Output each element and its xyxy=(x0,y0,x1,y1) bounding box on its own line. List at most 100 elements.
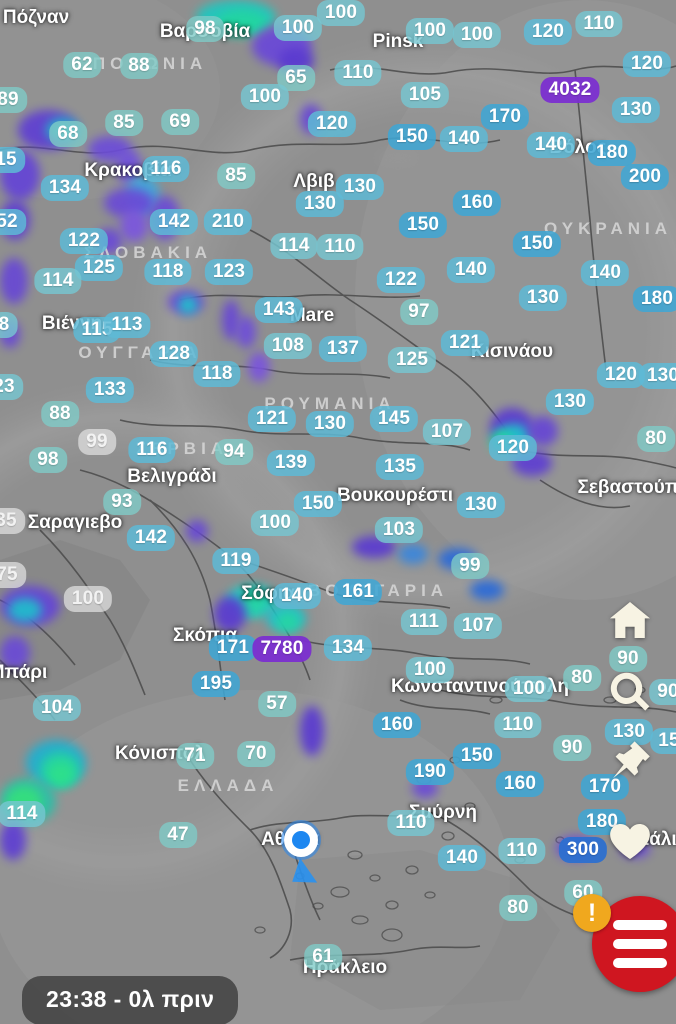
value-badge[interactable]: 47 xyxy=(159,822,197,848)
value-badge[interactable]: 7780 xyxy=(252,636,312,662)
value-badge[interactable]: 93 xyxy=(103,489,141,515)
value-badge[interactable]: 100 xyxy=(250,510,300,536)
value-badge[interactable]: 150 xyxy=(398,212,448,238)
value-badge[interactable]: 68 xyxy=(49,121,87,147)
value-badge[interactable]: 85 xyxy=(217,163,255,189)
value-badge[interactable]: 171 xyxy=(208,635,258,661)
value-badge[interactable]: 300 xyxy=(558,837,608,863)
value-badge[interactable]: 130 xyxy=(295,191,345,217)
value-badge[interactable]: 114 xyxy=(0,801,46,827)
value-badge[interactable]: 161 xyxy=(333,579,383,605)
value-badge[interactable]: 90 xyxy=(553,735,591,761)
value-badge[interactable]: 130 xyxy=(518,285,568,311)
value-badge[interactable]: 130 xyxy=(305,411,355,437)
value-badge[interactable]: 90 xyxy=(609,646,647,672)
value-badge[interactable]: 35 xyxy=(0,508,25,534)
value-badge[interactable]: 114 xyxy=(270,233,318,259)
value-badge[interactable]: 114 xyxy=(34,268,82,294)
value-badge[interactable]: 122 xyxy=(376,267,426,293)
value-badge[interactable]: 105 xyxy=(400,82,450,108)
value-badge[interactable]: 110 xyxy=(387,810,435,836)
value-badge[interactable]: 160 xyxy=(372,712,422,738)
value-badge[interactable]: 121 xyxy=(440,330,490,356)
value-badge[interactable]: 99 xyxy=(78,429,116,455)
value-badge[interactable]: 142 xyxy=(126,525,176,551)
value-badge[interactable]: 130 xyxy=(604,719,654,745)
value-badge[interactable]: 99 xyxy=(451,553,489,579)
value-badge[interactable]: 190 xyxy=(405,759,455,785)
value-badge[interactable]: 134 xyxy=(40,175,90,201)
pin-icon[interactable] xyxy=(606,737,654,785)
value-badge[interactable]: 120 xyxy=(488,435,538,461)
value-badge[interactable]: 113 xyxy=(103,312,151,338)
value-badge[interactable]: 120 xyxy=(523,19,573,45)
value-badge[interactable]: 130 xyxy=(638,363,676,389)
value-badge[interactable]: 142 xyxy=(149,209,199,235)
value-badge[interactable]: 180 xyxy=(587,140,637,166)
value-badge[interactable]: 98 xyxy=(29,447,67,473)
value-badge[interactable]: 195 xyxy=(191,671,241,697)
value-badge[interactable]: 150 xyxy=(293,491,343,517)
value-badge[interactable]: 100 xyxy=(405,657,455,683)
value-badge[interactable]: 150 xyxy=(387,124,437,150)
alert-badge[interactable]: ! xyxy=(573,894,611,932)
value-badge[interactable]: 61 xyxy=(304,944,342,970)
value-badge[interactable]: 160 xyxy=(452,190,502,216)
value-badge[interactable]: 89 xyxy=(0,87,27,113)
value-badge[interactable]: 180 xyxy=(632,286,676,312)
value-badge[interactable]: 100 xyxy=(63,586,113,612)
value-badge[interactable]: 140 xyxy=(439,126,489,152)
current-location-marker[interactable] xyxy=(284,823,318,857)
value-badge[interactable]: 130 xyxy=(335,174,385,200)
value-badge[interactable]: 116 xyxy=(128,437,176,463)
value-badge[interactable]: 100 xyxy=(240,84,290,110)
value-badge[interactable]: 160 xyxy=(495,771,545,797)
value-badge[interactable]: 107 xyxy=(453,613,503,639)
value-badge[interactable]: 104 xyxy=(32,695,82,721)
value-badge[interactable]: 100 xyxy=(452,22,502,48)
search-icon[interactable] xyxy=(606,668,654,716)
value-badge[interactable]: 200 xyxy=(620,164,670,190)
value-badge[interactable]: 119 xyxy=(212,548,260,574)
value-badge[interactable]: 100 xyxy=(504,676,554,702)
value-badge[interactable]: 121 xyxy=(247,406,297,432)
value-badge[interactable]: 111 xyxy=(400,609,448,635)
value-badge[interactable]: 130 xyxy=(456,492,506,518)
value-badge[interactable]: 123 xyxy=(204,259,254,285)
value-badge[interactable]: 133 xyxy=(85,377,135,403)
value-badge[interactable]: 140 xyxy=(580,260,630,286)
value-badge[interactable]: 65 xyxy=(277,65,315,91)
value-badge[interactable]: 134 xyxy=(323,635,373,661)
value-badge[interactable]: 170 xyxy=(580,774,630,800)
value-badge[interactable]: 122 xyxy=(59,228,109,254)
value-badge[interactable]: 116 xyxy=(142,156,190,182)
value-badge[interactable]: 130 xyxy=(611,97,661,123)
value-badge[interactable]: 137 xyxy=(318,336,368,362)
value-badge[interactable]: 75 xyxy=(0,562,26,588)
value-badge[interactable]: 125 xyxy=(387,347,437,373)
value-badge[interactable]: 110 xyxy=(498,838,546,864)
value-badge[interactable]: 110 xyxy=(316,234,364,260)
value-badge[interactable]: 140 xyxy=(446,257,496,283)
value-badge[interactable]: 110 xyxy=(575,11,623,37)
value-badge[interactable]: 110 xyxy=(334,60,382,86)
value-badge[interactable]: 8 xyxy=(0,312,18,338)
value-badge[interactable]: 4032 xyxy=(540,77,600,103)
value-badge[interactable]: 94 xyxy=(215,439,253,465)
value-badge[interactable]: 97 xyxy=(400,299,438,325)
value-badge[interactable]: 100 xyxy=(316,0,366,26)
value-badge[interactable]: 80 xyxy=(637,426,675,452)
value-badge[interactable]: 15 xyxy=(650,728,676,754)
value-badge[interactable]: 150 xyxy=(512,231,562,257)
value-badge[interactable]: 140 xyxy=(437,845,487,871)
value-badge[interactable]: 128 xyxy=(149,341,199,367)
value-badge[interactable]: 120 xyxy=(622,51,672,77)
value-badge[interactable]: 85 xyxy=(105,110,143,136)
value-badge[interactable]: 80 xyxy=(563,665,601,691)
value-badge[interactable]: 88 xyxy=(120,53,158,79)
value-badge[interactable]: 80 xyxy=(499,895,537,921)
value-badge[interactable]: 210 xyxy=(203,209,253,235)
value-badge[interactable]: 90 xyxy=(649,679,676,705)
value-badge[interactable]: 23 xyxy=(0,374,23,400)
value-badge[interactable]: 120 xyxy=(307,111,357,137)
